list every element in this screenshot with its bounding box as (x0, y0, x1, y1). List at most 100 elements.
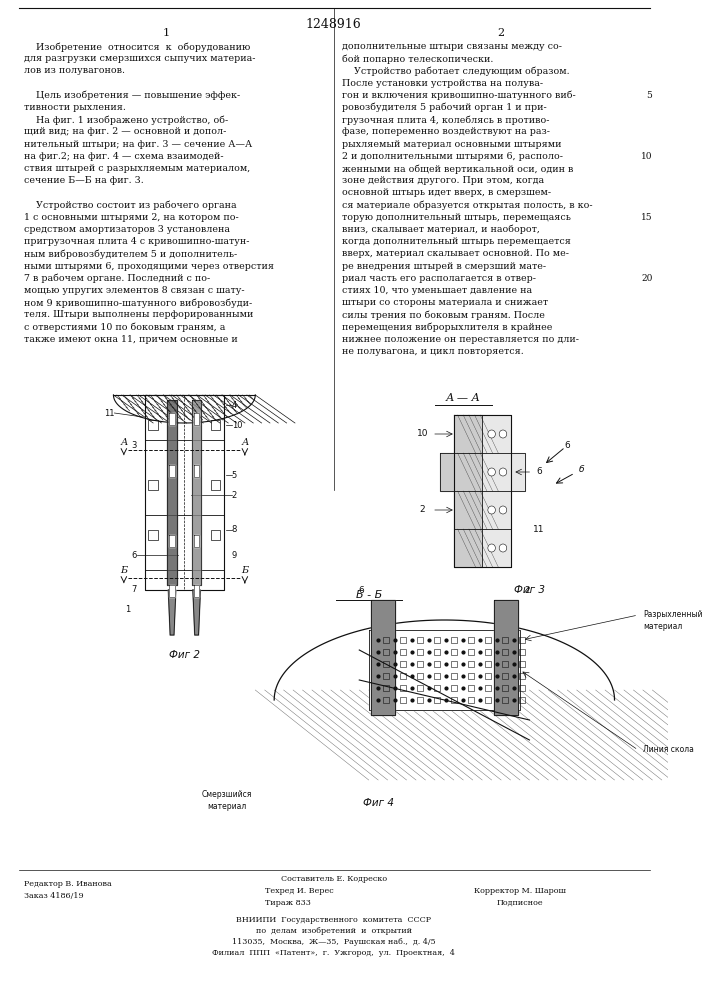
Text: 10: 10 (232, 420, 242, 430)
Text: 5: 5 (646, 91, 653, 100)
Text: торую дополнительный штырь, перемещаясь: торую дополнительный штырь, перемещаясь (342, 213, 571, 222)
Text: 11: 11 (104, 408, 115, 418)
Text: 10: 10 (417, 430, 428, 438)
Polygon shape (145, 395, 224, 590)
Text: ре внедрения штырей в смерзший мате-: ре внедрения штырей в смерзший мате- (342, 262, 547, 271)
Text: по  делам  изобретений  и  открытий: по делам изобретений и открытий (256, 927, 411, 935)
Text: штыри со стороны материала и снижает: штыри со стороны материала и снижает (342, 298, 549, 307)
Text: 6: 6 (132, 550, 137, 560)
Text: Фиг 3: Фиг 3 (514, 585, 545, 595)
Polygon shape (274, 620, 614, 700)
Text: 15: 15 (641, 213, 653, 222)
Text: Устройство работает следующим образом.: Устройство работает следующим образом. (342, 66, 570, 76)
Text: 2: 2 (498, 28, 505, 38)
Text: На фиг. 1 изображено устройство, об-: На фиг. 1 изображено устройство, об- (23, 115, 228, 125)
Circle shape (499, 506, 507, 514)
Text: лов из полувагонов.: лов из полувагонов. (23, 66, 124, 75)
Polygon shape (194, 413, 199, 425)
Circle shape (488, 468, 496, 476)
Text: когда дополнительный штырь перемещается: когда дополнительный штырь перемещается (342, 237, 571, 246)
Text: 6: 6 (358, 586, 364, 595)
Text: Устройство состоит из рабочего органа: Устройство состоит из рабочего органа (23, 201, 236, 210)
Text: Тираж 833: Тираж 833 (264, 899, 310, 907)
Text: теля. Штыри выполнены перфорированными: теля. Штыри выполнены перфорированными (23, 310, 253, 319)
Polygon shape (482, 415, 510, 567)
Text: 5: 5 (232, 471, 237, 480)
Text: Б: Б (241, 566, 248, 575)
Text: сечение Б—Б на фиг. 3.: сечение Б—Б на фиг. 3. (23, 176, 144, 185)
Text: Редактор В. Иванова: Редактор В. Иванова (23, 880, 112, 888)
Text: средством амортизаторов 3 установлена: средством амортизаторов 3 установлена (23, 225, 230, 234)
Polygon shape (168, 590, 176, 635)
Text: силы трения по боковым граням. После: силы трения по боковым граням. После (342, 310, 545, 320)
Text: не полувагона, и цикл повторяется.: не полувагона, и цикл повторяется. (342, 347, 524, 356)
Polygon shape (454, 415, 482, 567)
Text: 2: 2 (420, 506, 426, 514)
Text: 4: 4 (232, 400, 237, 410)
Polygon shape (440, 453, 454, 491)
Circle shape (488, 506, 496, 514)
Text: Составитель Е. Кодреско: Составитель Е. Кодреско (281, 875, 387, 883)
Polygon shape (168, 400, 177, 585)
Text: ными штырями 6, проходящими через отверстия: ными штырями 6, проходящими через отверс… (23, 262, 274, 271)
Text: 1: 1 (163, 28, 170, 38)
Polygon shape (113, 395, 255, 423)
Text: 1: 1 (125, 605, 130, 614)
Circle shape (488, 544, 496, 552)
Polygon shape (169, 585, 175, 597)
Text: А: А (241, 438, 249, 447)
Text: б: б (579, 466, 584, 475)
Text: щий вид; на фиг. 2 — основной и допол-: щий вид; на фиг. 2 — основной и допол- (23, 127, 226, 136)
Text: материал: материал (207, 802, 247, 811)
Text: с отверстиями 10 по боковым граням, а: с отверстиями 10 по боковым граням, а (23, 323, 225, 332)
Text: основной штырь идет вверх, в смерзшем-: основной штырь идет вверх, в смерзшем- (342, 188, 551, 197)
Text: риал часть его располагается в отвер-: риал часть его располагается в отвер- (342, 274, 536, 283)
Text: пригрузочная плита 4 с кривошипно-шатун-: пригрузочная плита 4 с кривошипно-шатун- (23, 237, 249, 246)
Text: стиях 10, что уменьшает давление на: стиях 10, что уменьшает давление на (342, 286, 532, 295)
Text: мощью упругих элементов 8 связан с шату-: мощью упругих элементов 8 связан с шату- (23, 286, 244, 295)
Text: ном 9 кривошипно-шатунного вибровозбуди-: ном 9 кривошипно-шатунного вибровозбуди- (23, 298, 252, 308)
Text: Б - Б: Б - Б (356, 590, 382, 600)
Circle shape (499, 430, 507, 438)
Text: Фиг 2: Фиг 2 (169, 650, 200, 660)
Text: рыхляемый материал основными штырями: рыхляемый материал основными штырями (342, 140, 562, 149)
Polygon shape (194, 465, 199, 477)
Text: 9: 9 (232, 550, 237, 560)
Text: Смерзшийся: Смерзшийся (201, 790, 252, 799)
Text: ровозбудителя 5 рабочий орган 1 и при-: ровозбудителя 5 рабочий орган 1 и при- (342, 103, 547, 112)
Text: бой попарно телескопически.: бой попарно телескопически. (342, 54, 493, 64)
Text: Заказ 4186/19: Заказ 4186/19 (23, 892, 83, 900)
Text: нительный штыри; на фиг. 3 — сечение А—А: нительный штыри; на фиг. 3 — сечение А—А (23, 140, 252, 149)
Text: Б: Б (120, 566, 127, 575)
Text: 6: 6 (564, 440, 570, 450)
Text: перемещения виброрыхлителя в крайнее: перемещения виброрыхлителя в крайнее (342, 323, 553, 332)
Polygon shape (194, 585, 199, 597)
Text: 6: 6 (536, 468, 542, 477)
Polygon shape (369, 630, 520, 710)
Text: 3: 3 (132, 440, 137, 450)
Polygon shape (194, 535, 199, 547)
Text: После установки устройства на полува-: После установки устройства на полува- (342, 79, 544, 88)
Text: Техред И. Верес: Техред И. Верес (264, 887, 334, 895)
Text: ным вибровозбудителем 5 и дополнитель-: ным вибровозбудителем 5 и дополнитель- (23, 249, 237, 259)
Text: грузочная плита 4, колеблясь в противо-: грузочная плита 4, колеблясь в противо- (342, 115, 550, 125)
Text: женными на общей вертикальной оси, один в: женными на общей вертикальной оси, один … (342, 164, 573, 174)
Text: 2: 2 (525, 586, 530, 595)
Polygon shape (193, 590, 200, 635)
Polygon shape (169, 465, 175, 477)
Text: Цель изобретения — повышение эффек-: Цель изобретения — повышение эффек- (23, 91, 240, 100)
Text: также имеют окна 11, причем основные и: также имеют окна 11, причем основные и (23, 335, 238, 344)
Text: Подписное: Подписное (497, 899, 543, 907)
Polygon shape (169, 413, 175, 425)
Text: вверх, материал скалывает основной. По ме-: вверх, материал скалывает основной. По м… (342, 249, 569, 258)
Circle shape (488, 430, 496, 438)
Text: Изобретение  относится  к  оборудованию: Изобретение относится к оборудованию (23, 42, 250, 51)
Polygon shape (510, 453, 525, 491)
Text: для разгрузки смерзшихся сыпучих материа-: для разгрузки смерзшихся сыпучих материа… (23, 54, 255, 63)
Text: Фиг 4: Фиг 4 (363, 798, 394, 808)
Polygon shape (169, 535, 175, 547)
Text: материал: материал (643, 622, 682, 631)
Text: на фиг.2; на фиг. 4 — схема взаимодей-: на фиг.2; на фиг. 4 — схема взаимодей- (23, 152, 223, 161)
Text: 113035,  Москва,  Ж—35,  Раушская наб.,  д. 4/5: 113035, Москва, Ж—35, Раушская наб., д. … (232, 938, 436, 946)
Text: вниз, скалывает материал, и наоборот,: вниз, скалывает материал, и наоборот, (342, 225, 540, 234)
